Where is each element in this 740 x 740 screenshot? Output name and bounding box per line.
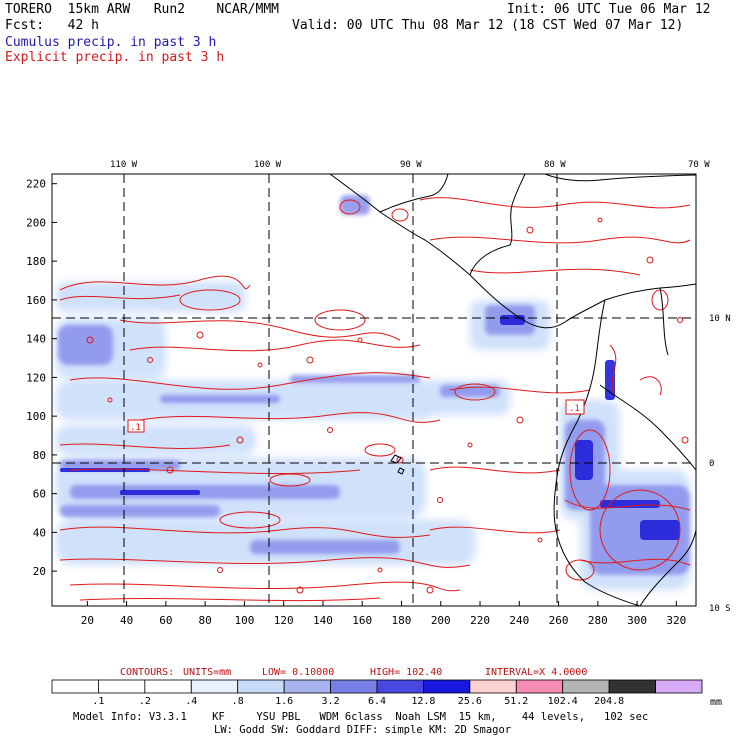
y-tick-label: 160 (26, 294, 46, 307)
colorbar-swatch (237, 679, 285, 694)
colorbar-swatch (190, 679, 239, 694)
colorbar-label: .1 (92, 696, 105, 707)
contours-low: LOW= 0.10000 (262, 667, 335, 678)
latlon-grid (52, 174, 696, 606)
x-tick-label: 60 (159, 614, 172, 627)
plot-area (52, 174, 696, 606)
x-tick-label: 120 (274, 614, 294, 627)
colorbar-label: 12.8 (411, 696, 436, 707)
y-tick-label: 220 (26, 178, 46, 191)
lon-labels: 110 W 100 W 90 W 80 W 70 W (110, 160, 710, 170)
colorbar-label: 6.4 (367, 696, 387, 707)
colorbar-label: 1.6 (275, 696, 294, 707)
y-tick-label: 200 (26, 216, 46, 229)
y-tick-label: 140 (26, 333, 46, 346)
x-tick-label: 300 (627, 614, 647, 627)
colorbar-swatch (562, 679, 610, 694)
lon-label-80w: 80 W (544, 160, 566, 170)
y-tick-label: 20 (33, 565, 46, 578)
contours-high: HIGH= 102.40 (370, 667, 443, 678)
contours-units: UNITS=mm (183, 667, 232, 678)
colorbar-label: 3.2 (321, 696, 340, 707)
x-tick-label: 180 (392, 614, 412, 627)
field-explicit-title: Explicit precip. in past 3 h (5, 50, 225, 65)
y-tick-label: 40 (33, 526, 46, 539)
contour-label-2: .1 (569, 404, 580, 414)
x-tick-label: 240 (509, 614, 529, 627)
lon-label-90w: 90 W (400, 160, 422, 170)
header-fcst: Fcst: 42 h (5, 18, 99, 33)
colorbar-swatch (144, 679, 192, 694)
header-valid: Valid: 00 UTC Thu 08 Mar 12 (18 CST Wed … (292, 18, 684, 33)
header-init: Init: 06 UTC Tue 06 Mar 12 (507, 2, 711, 17)
colorbar-swatch (655, 679, 703, 694)
y-tick-label: 100 (26, 410, 46, 423)
colorbar-label: 51.2 (504, 696, 529, 707)
x-tick-label: 40 (120, 614, 133, 627)
y-tick-label: 120 (26, 371, 46, 384)
plot-frame (51, 173, 697, 607)
x-tick-label: 140 (313, 614, 333, 627)
x-tick-label: 20 (81, 614, 94, 627)
lon-label-110w: 110 W (110, 160, 138, 170)
header-model: TORERO 15km ARW Run2 NCAR/MMM (5, 2, 279, 17)
colorbar-swatch (51, 679, 99, 694)
colorbar-swatch (515, 679, 564, 694)
lat-label-0: 0 (709, 459, 714, 469)
field-cumulus-title: Cumulus precip. in past 3 h (5, 35, 217, 50)
x-tick-label: 220 (470, 614, 490, 627)
explicit-scattered-cells (86, 217, 689, 594)
x-tick-label: 80 (199, 614, 212, 627)
colorbar-swatch (469, 679, 517, 694)
x-tick-label: 280 (588, 614, 608, 627)
axis-ticks: 20 40 60 80 100 120 140 160 180 200 220 240 260 280 30… (26, 178, 686, 627)
x-tick-label: 260 (549, 614, 569, 627)
colorbar-label: .4 (185, 696, 198, 707)
colorbar-swatch (608, 679, 656, 694)
lat-label-10n: 10 N (709, 314, 731, 324)
lat-label-10s: 10 S (709, 604, 731, 614)
y-tick-label: 60 (33, 488, 46, 501)
colorbar-swatch (376, 679, 424, 694)
colorbar-label: .2 (138, 696, 151, 707)
contour-label-1: .1 (130, 423, 141, 433)
contours-interval: INTERVAL=X 4.0000 (485, 667, 588, 678)
contours-title: CONTOURS: (120, 667, 175, 678)
x-tick-label: 100 (234, 614, 254, 627)
colorbar-unit: mm (710, 697, 723, 708)
colorbar-label: 102.4 (547, 696, 578, 707)
model-physics: LW: Godd SW: Goddard DIFF: simple KM: 2D… (214, 724, 512, 736)
contour-label-boxes (127, 399, 585, 433)
y-tick-label: 180 (26, 255, 46, 268)
lon-label-70w: 70 W (688, 160, 710, 170)
model-info: Model Info: V3.3.1 KF YSU PBL WDM 6class… (73, 711, 649, 723)
colorbar-swatch (423, 679, 471, 694)
colorbar-swatch (330, 679, 378, 694)
explicit-contours (59, 197, 691, 602)
colorbar-label: .8 (231, 696, 244, 707)
y-tick-label: 80 (33, 449, 46, 462)
colorbar-swatch (98, 679, 146, 694)
colorbar-swatch (283, 679, 331, 694)
x-tick-label: 200 (431, 614, 451, 627)
colorbar (51, 679, 703, 694)
x-tick-label: 320 (666, 614, 686, 627)
x-tick-label: 160 (352, 614, 372, 627)
lon-label-100w: 100 W (254, 160, 282, 170)
lat-labels: 10 N 0 10 S (709, 314, 731, 614)
colorbar-label: 204.8 (594, 696, 625, 707)
colorbar-label: 25.6 (457, 696, 482, 707)
